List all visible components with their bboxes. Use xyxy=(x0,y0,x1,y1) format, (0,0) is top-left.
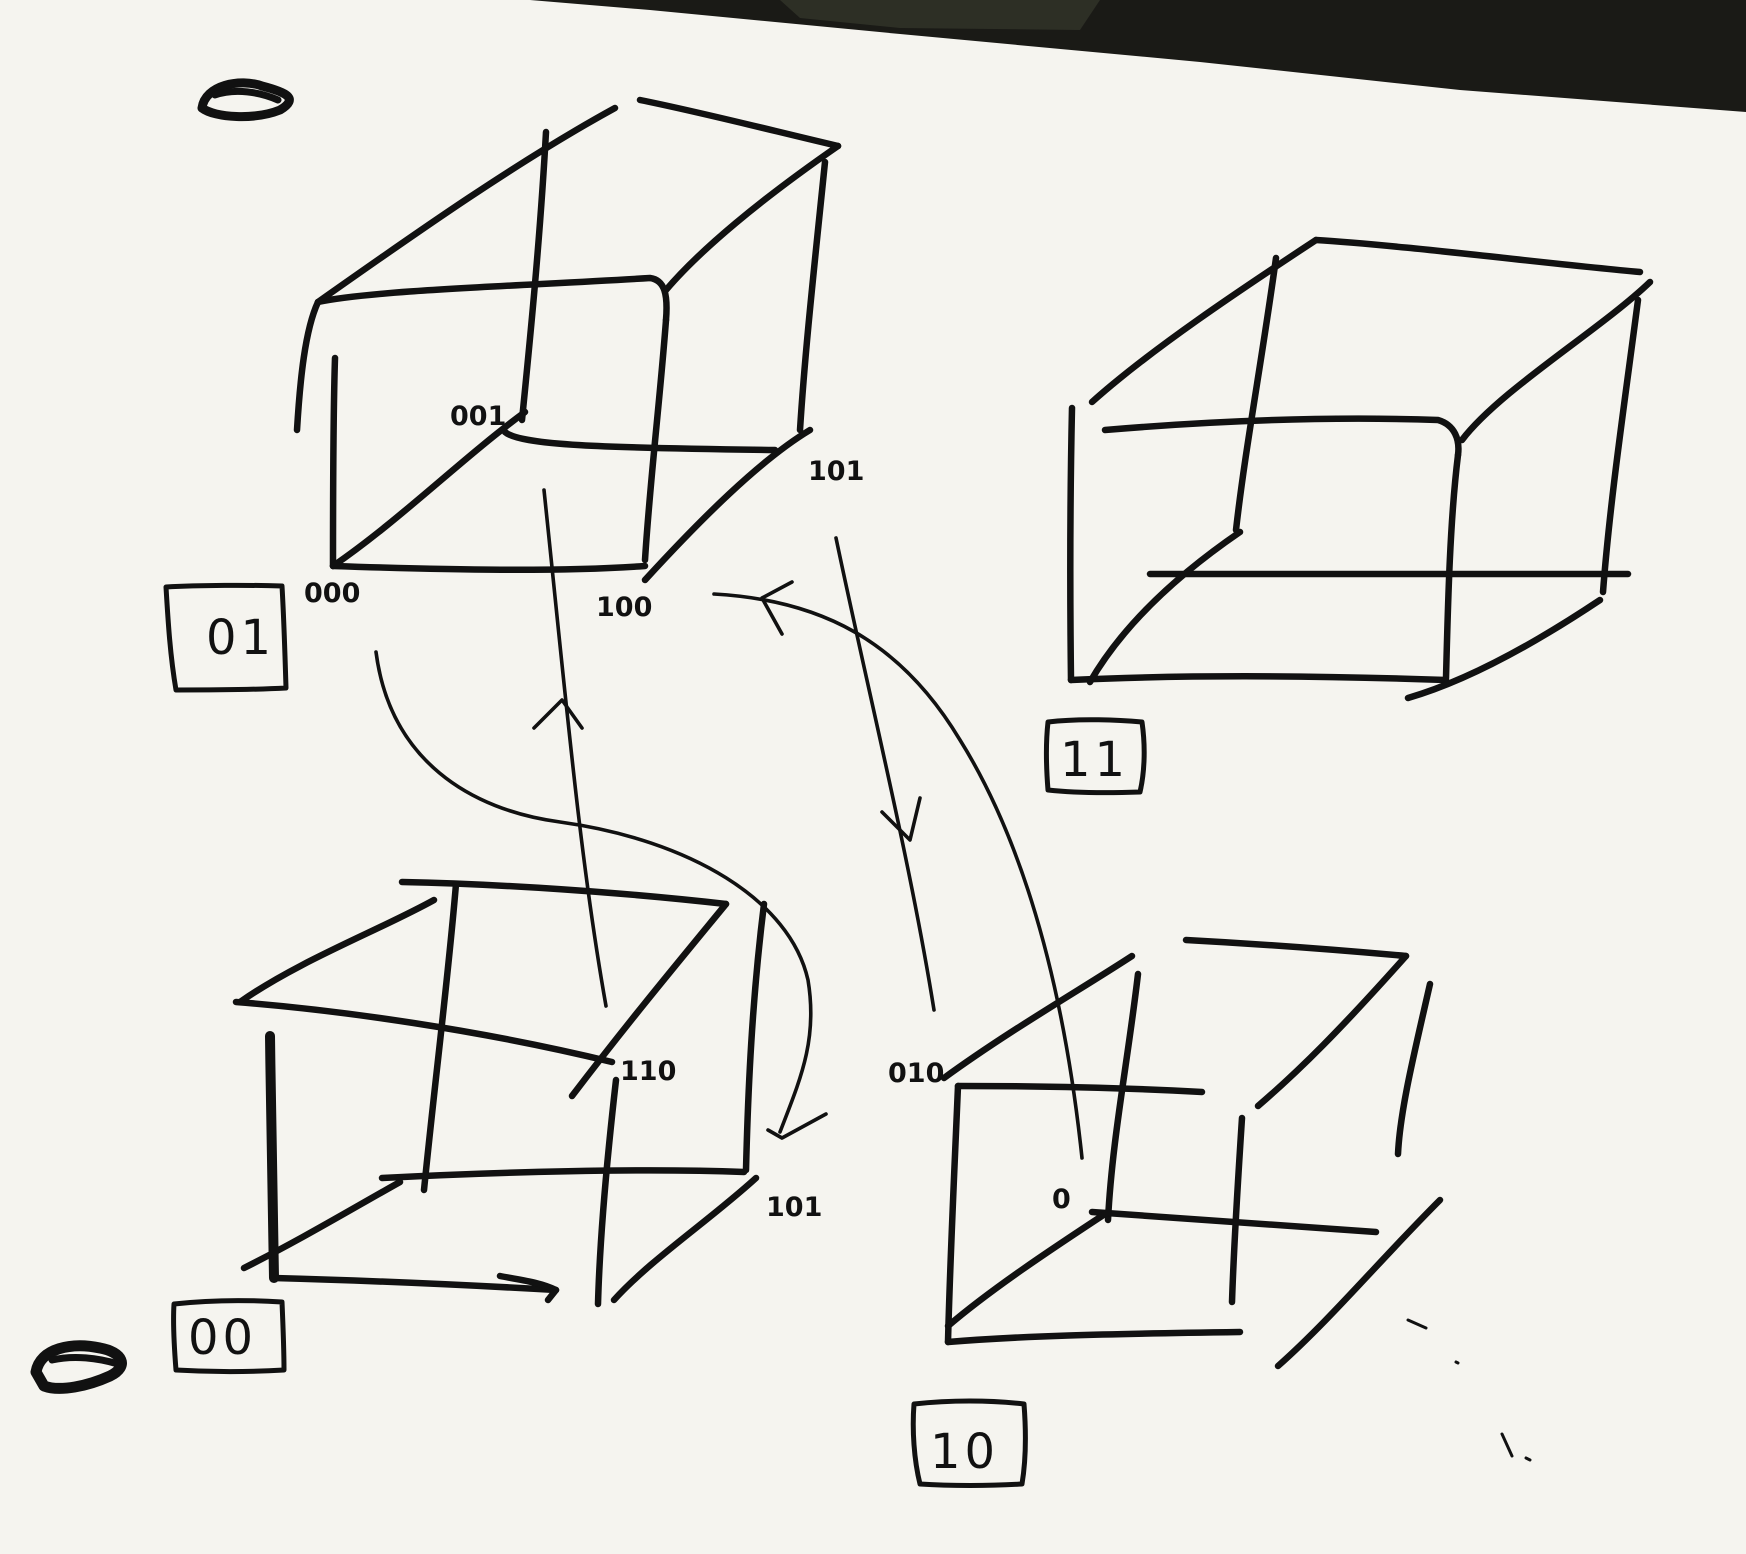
cube-label-box: 01 xyxy=(163,582,289,693)
arrowhead-down xyxy=(880,796,922,842)
arrow-000-to-101 xyxy=(374,650,813,1134)
cube-00: 110 101 00 xyxy=(171,878,822,1374)
background-band-texture xyxy=(780,0,1100,30)
vertex-label: 110 xyxy=(620,1056,676,1087)
vertex-label: 101 xyxy=(808,456,864,487)
cube-label-box: 11 xyxy=(1044,717,1147,796)
cube-label-box: 10 xyxy=(910,1398,1028,1488)
arrowhead-down-left xyxy=(766,1112,828,1140)
vertex-label: 000 xyxy=(304,578,360,609)
cube-01: 001 101 000 100 01 xyxy=(163,96,864,693)
cube-label: 10 xyxy=(930,1424,999,1480)
arrow-110-to-000 xyxy=(542,488,608,1008)
scribble-bottom-left xyxy=(30,1340,127,1394)
transition-arrows xyxy=(374,488,1084,1160)
cube-label: 00 xyxy=(188,1310,257,1366)
vertex-label: 101 xyxy=(766,1192,822,1223)
arrow-0-to-100 xyxy=(712,592,1084,1160)
stray-marks xyxy=(1406,1318,1532,1462)
cube-11: 11 xyxy=(1044,236,1654,796)
vertex-label: 0 xyxy=(1052,1184,1071,1215)
background-band xyxy=(530,0,1746,112)
arrow-101-to-010 xyxy=(834,536,936,1012)
cube-label-box: 00 xyxy=(171,1298,287,1374)
vertex-label: 100 xyxy=(596,592,652,623)
arrowhead-left xyxy=(760,580,794,636)
vertex-label: 001 xyxy=(450,401,506,432)
vertex-label: 010 xyxy=(888,1058,944,1089)
arrowhead-up xyxy=(532,698,584,730)
cube-label: 11 xyxy=(1060,732,1129,788)
scribble-top-left xyxy=(197,78,294,121)
cube-label: 01 xyxy=(206,610,275,666)
cube-10: 010 0 10 xyxy=(888,936,1444,1488)
